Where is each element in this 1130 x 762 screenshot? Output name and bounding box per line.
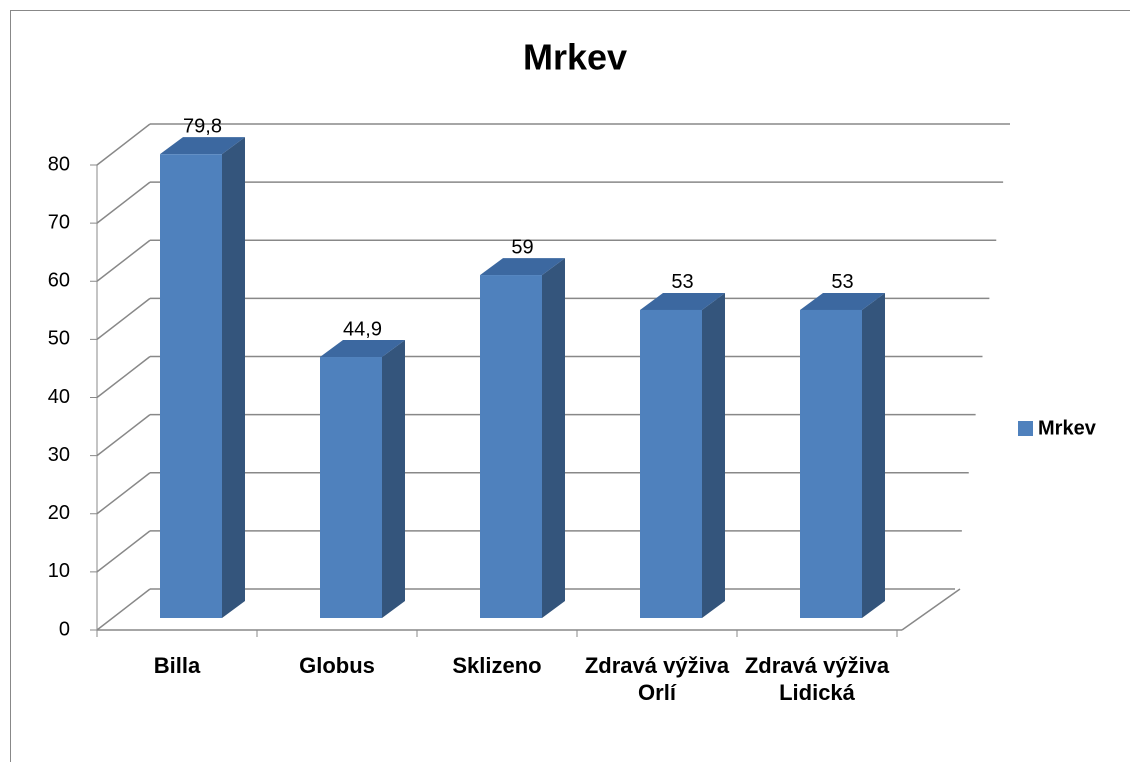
bar-top	[800, 292, 885, 310]
bar-side	[222, 137, 245, 618]
data-label: 44,9	[343, 318, 382, 340]
y-tick-label: 0	[59, 618, 70, 640]
data-label: 53	[671, 271, 693, 293]
bar-top	[480, 258, 565, 276]
y-tick-label: 50	[48, 328, 70, 350]
y-tick-label: 80	[48, 153, 70, 175]
chart-title: Mrkev	[523, 37, 627, 78]
bar-top	[640, 292, 725, 310]
bar-top	[160, 137, 245, 155]
data-label: 53	[831, 271, 853, 293]
y-tick-label: 60	[48, 270, 70, 292]
x-tick-label: Zdravá výživa Orlí	[584, 653, 730, 705]
grid-line-side	[96, 588, 151, 631]
y-tick-label: 30	[48, 444, 70, 466]
y-tick-label: 70	[48, 211, 70, 233]
grid-line-side	[96, 239, 151, 282]
y-tick-label: 20	[48, 502, 70, 524]
bar-side	[542, 258, 565, 618]
x-tick-label: Globus	[299, 653, 375, 678]
x-tick-label: Sklizeno	[452, 653, 542, 678]
bar-side	[702, 292, 725, 618]
bar	[320, 357, 382, 618]
grid-line-side	[96, 297, 151, 340]
grid-line-side	[96, 181, 151, 224]
y-tick-label: 40	[48, 386, 70, 408]
bar-top	[320, 340, 405, 358]
y-tick-label: 10	[48, 560, 70, 582]
chart-border	[10, 10, 1130, 762]
data-label: 79,8	[183, 115, 222, 137]
floor-right	[901, 588, 961, 631]
data-label: 59	[511, 236, 533, 258]
bar	[480, 275, 542, 618]
legend-swatch	[1018, 421, 1033, 436]
bar-side	[382, 340, 405, 618]
legend-label: Mrkev	[1038, 417, 1097, 439]
grid-line-side	[96, 123, 151, 166]
grid-line-side	[96, 530, 151, 573]
bar	[800, 309, 862, 618]
grid-line-side	[96, 472, 151, 515]
bar-side	[862, 292, 885, 618]
grid-line-side	[96, 355, 151, 399]
bar	[640, 309, 702, 618]
x-tick-label: Billa	[153, 653, 201, 678]
bar	[160, 154, 222, 618]
grid-line-side	[96, 414, 151, 457]
x-tick-label: Zdravá výživa Lidická	[744, 653, 890, 705]
